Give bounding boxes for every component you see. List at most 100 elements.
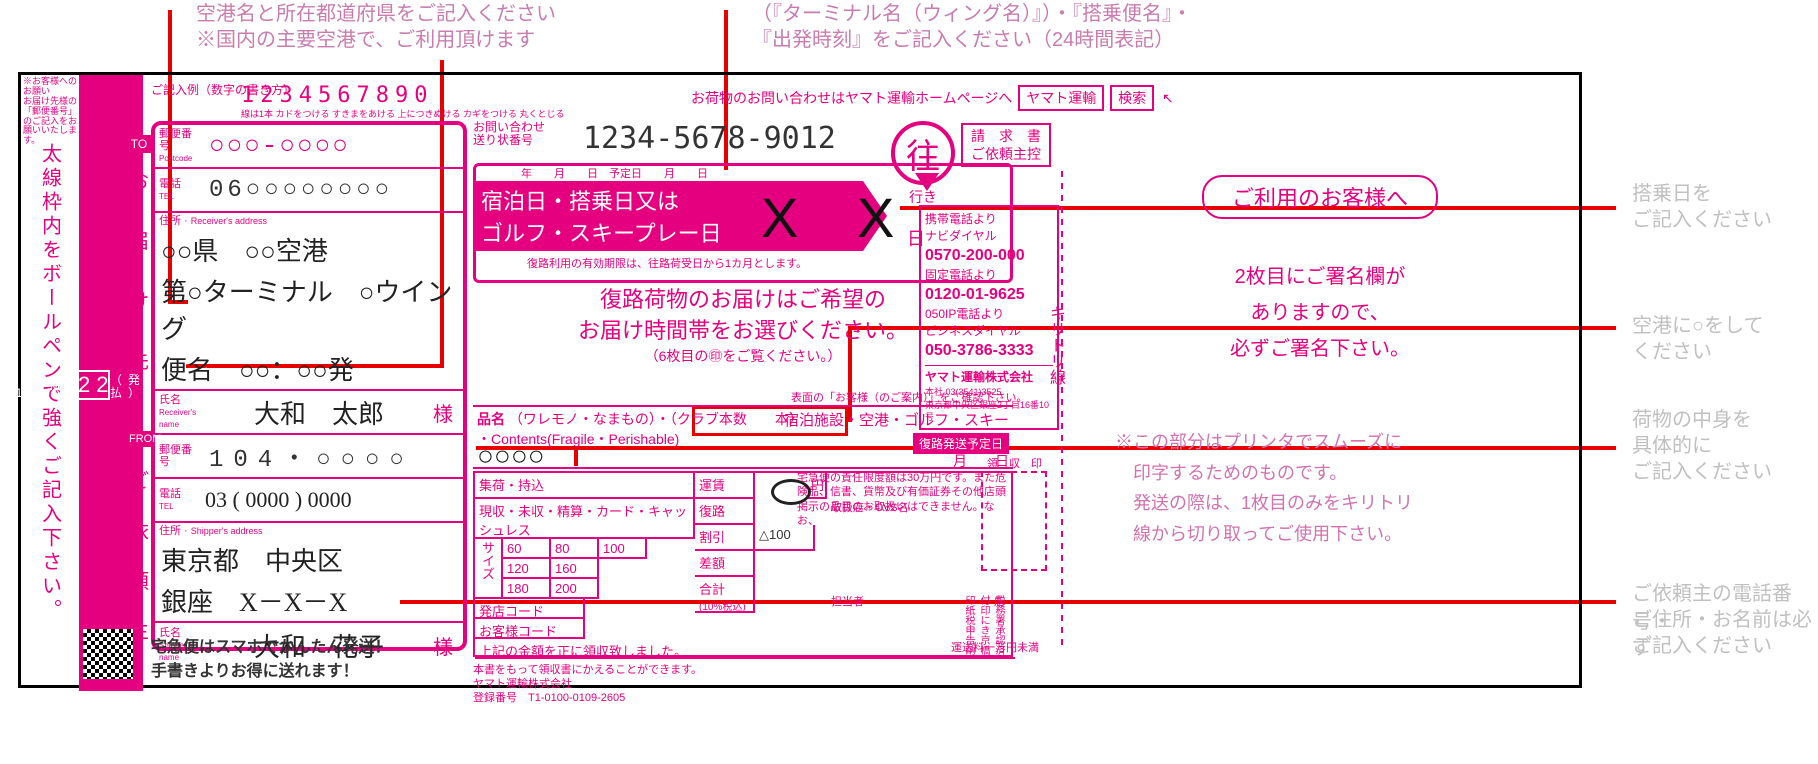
spine-pay: （発払） xyxy=(110,374,146,400)
annotation-r3c: ご記入ください xyxy=(1632,458,1772,486)
recv: 上記の金額を正に領収致しました。 xyxy=(475,639,1015,659)
annotation-r2a: 空港に○をして xyxy=(1632,312,1763,340)
to-addr3[interactable]: 便名 ○○：○○発 xyxy=(155,348,463,389)
spine-size: (M) xyxy=(40,380,76,393)
from-tel-row: 電話TEL 03 ( 0000 ) 0000 xyxy=(155,479,463,523)
to-addr2[interactable]: 第○ターミナル ○ウイング xyxy=(155,270,463,348)
perforation-label: キリトリ線 xyxy=(1043,305,1067,385)
invoice-box: 請 求 書ご依頼主控 xyxy=(961,123,1051,167)
banner-l2: ゴルフ・スキープレー日 xyxy=(481,216,722,248)
from-addr-row: 住所 · Shipper's address 東京都 中央区 銀座 X－X－X xyxy=(155,523,463,623)
footer-l1: 宅急便はスマホでかんたん発送！ xyxy=(151,633,391,657)
side-to-4: 先 xyxy=(127,345,151,374)
to-name[interactable]: 大和 太郎 xyxy=(205,394,433,431)
to-postcode[interactable]: ○○○-○○○○ xyxy=(205,131,463,161)
wari: 割引 xyxy=(695,525,755,551)
store: 発店コード xyxy=(475,599,585,619)
to-tag: TO xyxy=(127,135,151,153)
cursor-icon: ↖ xyxy=(1162,90,1174,106)
cust-n3: 発送の際は、1枚目のみをキリトリ xyxy=(1115,488,1565,519)
corp: ヤマト運輸株式会社 xyxy=(925,365,1053,386)
side-to-1: お xyxy=(127,165,151,194)
fee-note: 運送料一万円未満 xyxy=(951,639,1039,655)
annotation-r2b: ください xyxy=(1632,338,1712,366)
search-yamato-button[interactable]: ヤマト運輸 xyxy=(1018,85,1104,111)
annotation-airport-2: ※国内の主要空港で、ご利用頂けます xyxy=(196,26,535,54)
corner-note-2: お届け先様の「郵便番号」のご記入をお願いいたします。 xyxy=(23,96,77,146)
side-from-3: 頼 xyxy=(127,565,151,594)
cust-m3: 必ずご署名下さい。 xyxy=(1075,331,1565,367)
from-postcode[interactable]: 104・○○○○ xyxy=(205,438,463,474)
item-circles[interactable]: ○○○○ xyxy=(477,441,545,473)
ip-dial: 050-3786-3333 xyxy=(925,340,1053,362)
from-post-row: 郵便番号 104・○○○○ xyxy=(155,435,463,479)
cust-m2: ありますので、 xyxy=(1075,295,1565,331)
to-post-row: 郵便番号Postcode ○○○-○○○○ xyxy=(155,125,463,169)
shipping-form: 太線枠内をボールペンで強くご記入下さい。 ※お客様へのお願い お届け先様の「郵便… xyxy=(18,72,1582,688)
cust: お客様コード xyxy=(475,619,585,639)
s60: 60 xyxy=(503,539,551,559)
search-lead: お荷物のお問い合わせはヤマト運輸ホームページへ ヤマト運輸 検索 ↖ xyxy=(691,85,1174,111)
to-name-row: 氏名Receiver's name 大和 太郎 様 xyxy=(155,391,463,435)
annotation-r1a: 搭乗日を xyxy=(1632,180,1712,208)
cust-n1: ※この部分はプリンタでスムーズに xyxy=(1115,427,1565,458)
date-day-x[interactable]: X xyxy=(857,185,894,250)
seal-label: 領 収 印 xyxy=(987,455,1042,471)
seal-box xyxy=(981,471,1047,571)
side-to-2: 届 xyxy=(127,225,151,254)
to-tel[interactable]: 06○○○○○○○○ xyxy=(205,177,463,204)
annotation-airport-1: 空港名と所在都道府県をご記入ください xyxy=(196,0,556,28)
corner-note: ※お客様へのお願い お届け先様の「郵便番号」のご記入をお願いいたします。 xyxy=(23,77,77,146)
customer-panel: ご利用のお客様へ 2枚目にご署名欄が ありますので、 必ずご署名下さい。 ※この… xyxy=(1075,171,1565,651)
from-tel[interactable]: 03 ( 0000 ) 0000 xyxy=(205,487,463,513)
example-hint: 線は1本 カドをつける すきまをあける 上につきぬける カギをつける 丸くとじる xyxy=(241,107,565,120)
from-addr2[interactable]: 銀座 X－X－X xyxy=(155,580,463,621)
tri100: △100 xyxy=(755,525,815,551)
from-tag: FROM xyxy=(127,431,151,447)
annotation-r1b: ご記入ください xyxy=(1632,206,1772,234)
s100: 100 xyxy=(599,539,647,559)
perforation-line xyxy=(1061,171,1063,651)
side-from-1: ご xyxy=(127,465,151,494)
example-digits: 1234567890 xyxy=(241,83,433,108)
side-from-2: 依 xyxy=(127,515,151,544)
corp2: 本社 03(3541)3525 xyxy=(925,386,1053,399)
s120: 120 xyxy=(503,559,551,579)
from-addr1[interactable]: 東京都 中央区 xyxy=(155,539,463,580)
customer-pill: ご利用のお客様へ xyxy=(1202,175,1438,219)
grid-reg: 登録番号 T1-0100-0109-2605 xyxy=(473,689,625,705)
navi-dial: 0570-200-000 xyxy=(925,245,1053,267)
search-button[interactable]: 検索 xyxy=(1110,85,1154,111)
unchin: 運賃 xyxy=(695,473,755,499)
contact-box: 携帯電話よりナビダイヤル 0570-200-000 固定電話より 0120-01… xyxy=(919,205,1059,430)
from-honorific: 様 xyxy=(433,631,463,660)
cust-m1: 2枚目にご署名欄が xyxy=(1075,259,1565,295)
corner-note-1: ※お客様へのお願い xyxy=(23,76,77,96)
to-honorific: 様 xyxy=(433,398,463,427)
goukei-cell: 合計(10%税込) xyxy=(695,577,755,613)
sagaku: 差額 xyxy=(695,551,755,577)
date-month-x[interactable]: X xyxy=(761,185,798,250)
airport-circle-mark[interactable] xyxy=(771,479,811,505)
address-block: TO お 届 け 先 FROM ご 依 頼 主 郵便番号Postcode ○○○… xyxy=(151,121,467,651)
annotation-r3b: 具体的に xyxy=(1632,432,1712,460)
item-label: 品名 xyxy=(477,411,505,427)
s80: 80 xyxy=(551,539,599,559)
footer-l2: 手書きよりお得に送れます！ xyxy=(151,657,391,681)
cust-n4: 線から切り取ってご使用下さい。 xyxy=(1115,519,1565,550)
qr-icon xyxy=(83,629,133,679)
search-lead-text: お荷物のお問い合わせはヤマト運輸ホームページへ xyxy=(691,90,1012,106)
yuki-sub: 行き xyxy=(909,187,937,207)
annotation-r3a: 荷物の中身を xyxy=(1632,406,1752,434)
spine-code: 22 xyxy=(76,370,110,400)
s180: 180 xyxy=(503,579,551,599)
to-tel-row: 電話TEL 06○○○○○○○○ xyxy=(155,169,463,213)
ou-circle-icon: 往 xyxy=(891,121,955,185)
grid-size: サイズ xyxy=(475,539,503,599)
s200: 200 xyxy=(551,579,599,599)
date-note: 復路利用の有効期限は、往路荷受日から1カ月とします。 xyxy=(527,255,807,271)
s160: 160 xyxy=(551,559,599,579)
to-addr1[interactable]: ○○県 ○○空港 xyxy=(155,229,463,270)
corp3: 東京都中央区銀座2丁目16番10号 xyxy=(925,399,1053,424)
date-banner: 宿泊日・搭乗日又は ゴルフ・スキープレー日 xyxy=(473,181,863,251)
